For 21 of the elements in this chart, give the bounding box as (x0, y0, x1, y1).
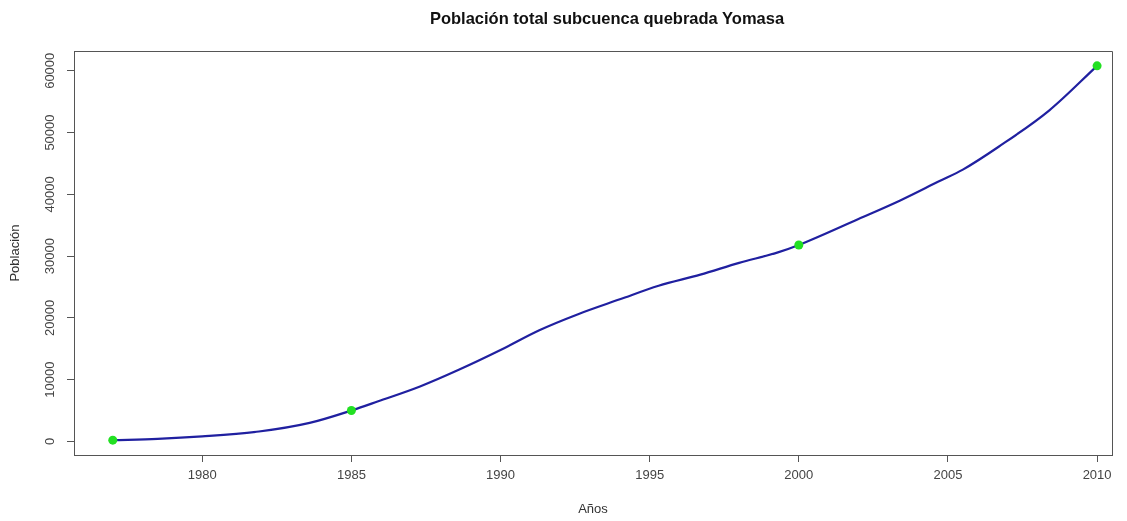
chart-title: Población total subcuenca quebrada Yomasa (429, 8, 785, 27)
y-tick-label: 50000 (41, 114, 57, 151)
y-tick-label: 30000 (41, 238, 57, 275)
x-tick-label: 2010 (1082, 467, 1112, 483)
x-tick-label: 1990 (486, 467, 515, 483)
x-tick-label: 2005 (933, 467, 963, 483)
point (1092, 61, 1102, 71)
x-tick-label: 2000 (784, 467, 814, 483)
y-tick-label: 20000 (41, 299, 57, 336)
x-tick-label: 1995 (635, 467, 665, 483)
x-axis-title: Años (578, 500, 609, 516)
y-tick-label: 10000 (41, 361, 57, 398)
x-tick-label: 1985 (336, 467, 366, 483)
y-tick-label: 40000 (41, 176, 57, 213)
point (794, 240, 804, 250)
y-tick-label: 0 (41, 437, 57, 446)
x-tick-label: 1980 (187, 467, 217, 483)
point (346, 406, 356, 416)
point (108, 435, 118, 445)
y-axis-title: Población (7, 224, 23, 282)
y-tick-label: 60000 (41, 52, 57, 89)
